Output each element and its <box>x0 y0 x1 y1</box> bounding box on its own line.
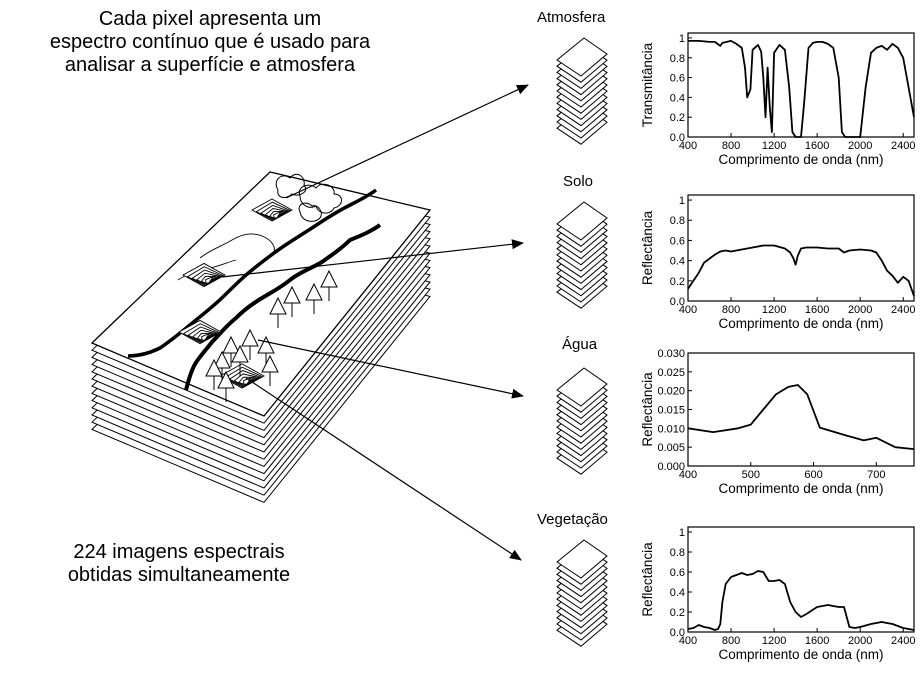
caption-pixel-spectrum: Cada pixel apresenta um espectro contínu… <box>49 8 371 76</box>
x-tick-label: 2400 <box>891 304 915 316</box>
arrow-to-atmosfera <box>285 84 529 199</box>
x-tick-label: 2400 <box>891 140 915 152</box>
arrow-to-solo <box>221 239 524 278</box>
image-cube <box>90 171 432 504</box>
x-tick-label: 1600 <box>805 635 829 647</box>
y-tick-label: 0.6 <box>670 73 685 85</box>
image-layer <box>90 171 432 417</box>
pixel-marker <box>251 198 293 222</box>
y-tick-label: 0.0 <box>670 296 685 308</box>
arrow-to-agua <box>257 339 524 399</box>
y-tick-label: 0.025 <box>657 367 685 379</box>
x-axis-label: Comprimento de onda (nm) <box>718 647 883 662</box>
y-tick-label: 0.8 <box>670 547 685 559</box>
y-axis-label: Reflectância <box>640 542 655 617</box>
spectrum-line <box>687 244 915 297</box>
x-axis-label: Comprimento de onda (nm) <box>718 152 883 167</box>
y-tick-label: 0.000 <box>657 461 685 473</box>
plot-frame <box>687 32 915 138</box>
spectrum-chart-1: 400 800 1200 1600 2000 2400 0.0 0.2 0.4 0.6 0.8 1 Co… <box>640 194 915 331</box>
panel-title-agua: Água <box>562 336 598 353</box>
y-tick-label: 0.015 <box>657 405 685 417</box>
spectrum-chart-3: 400 800 1200 1600 2000 2400 0.0 0.2 0.4 0.6 0.8 1 Co… <box>640 526 915 662</box>
x-tick-label: 600 <box>804 469 822 481</box>
river <box>127 188 378 358</box>
x-axis-label: Comprimento de onda (nm) <box>718 316 883 331</box>
mini-stack-layer <box>556 201 608 241</box>
y-axis-label: Transmitância <box>640 42 655 127</box>
spectrum-charts: 400 800 1200 1600 2000 24000.00.20.40.60.81Co… <box>640 32 915 662</box>
mini-stack-layer <box>556 367 608 407</box>
x-tick-label: 1200 <box>762 140 786 152</box>
panel-title-vegetacao: Vegetação <box>537 511 608 528</box>
y-tick-label: 1 <box>679 527 685 539</box>
river <box>184 223 382 391</box>
x-tick-label: 400 <box>679 304 697 316</box>
y-tick-label: 0.4 <box>670 256 685 268</box>
x-axis-label: Comprimento de onda (nm) <box>718 481 883 496</box>
y-tick-label: 0.2 <box>670 607 685 619</box>
y-tick-label: 0.6 <box>670 567 685 579</box>
spectrum-line <box>687 570 915 631</box>
y-tick-label: 0.6 <box>670 235 685 247</box>
y-tick-label: 0.4 <box>670 92 685 104</box>
x-tick-label: 500 <box>742 469 760 481</box>
x-tick-label: 1600 <box>805 140 829 152</box>
terrain-contour <box>199 233 275 259</box>
x-tick-label: 2000 <box>848 635 872 647</box>
top-layer-scene <box>127 173 382 402</box>
y-tick-label: 0.2 <box>670 276 685 288</box>
y-tick-label: 0.0 <box>670 627 685 639</box>
mini-stacks <box>556 37 608 647</box>
y-tick-label: 0.005 <box>657 442 685 454</box>
mini-stack-layer <box>556 37 608 77</box>
y-tick-label: 0.0 <box>670 132 685 144</box>
x-tick-label: 2000 <box>848 140 872 152</box>
x-tick-label: 1200 <box>762 304 786 316</box>
plot-frame <box>687 194 915 302</box>
x-tick-label: 1600 <box>805 304 829 316</box>
x-tick-label: 400 <box>679 469 697 481</box>
tree-group <box>205 269 338 402</box>
mini-stack-layer <box>556 539 608 579</box>
x-tick-label: 2000 <box>848 304 872 316</box>
plot-frame <box>687 352 915 467</box>
spectrum-chart-2: 400 500 600 700 0.000 0.005 0.010 0.015 0.020 0.0… <box>640 348 915 496</box>
cloud-shape <box>298 183 342 214</box>
panel-title-atmosfera: Atmosfera <box>537 9 606 26</box>
y-tick-label: 0.020 <box>657 386 685 398</box>
x-tick-label: 700 <box>867 469 885 481</box>
x-tick-label: 400 <box>679 635 697 647</box>
x-tick-label: 400 <box>679 140 697 152</box>
y-tick-label: 0.4 <box>670 587 685 599</box>
x-tick-label: 800 <box>722 635 740 647</box>
x-tick-label: 800 <box>722 140 740 152</box>
pixel-marker <box>178 319 222 345</box>
y-tick-label: 0.2 <box>670 112 685 124</box>
plot-frame <box>687 526 915 633</box>
arrow-to-vegetacao <box>245 377 522 561</box>
y-axis-label: Reflectância <box>640 210 655 285</box>
spectrum-line <box>687 384 915 450</box>
caption-spectral-images: 224 imagens espectrais obtidas simultane… <box>67 541 291 586</box>
cloud-shape <box>298 202 322 222</box>
y-tick-label: 0.030 <box>657 348 685 360</box>
y-tick-label: 0.8 <box>670 53 685 65</box>
spectrum-line <box>688 40 915 138</box>
panel-title-solo: Solo <box>563 173 594 190</box>
y-tick-label: 1 <box>679 195 685 207</box>
y-tick-label: 0.8 <box>670 215 685 227</box>
spectrum-chart-0: 400 800 1200 1600 2000 2400 0.0 0.2 0.4 0.6 0.8 1 Co… <box>640 32 915 167</box>
x-tick-label: 2400 <box>891 635 915 647</box>
y-axis-label: Reflectância <box>640 372 655 447</box>
pointer-arrows <box>221 84 529 561</box>
pixel-marker <box>182 262 226 288</box>
y-tick-label: 0.010 <box>657 423 685 435</box>
y-tick-label: 1 <box>679 33 685 45</box>
x-tick-label: 800 <box>722 304 740 316</box>
x-tick-label: 1200 <box>762 635 786 647</box>
